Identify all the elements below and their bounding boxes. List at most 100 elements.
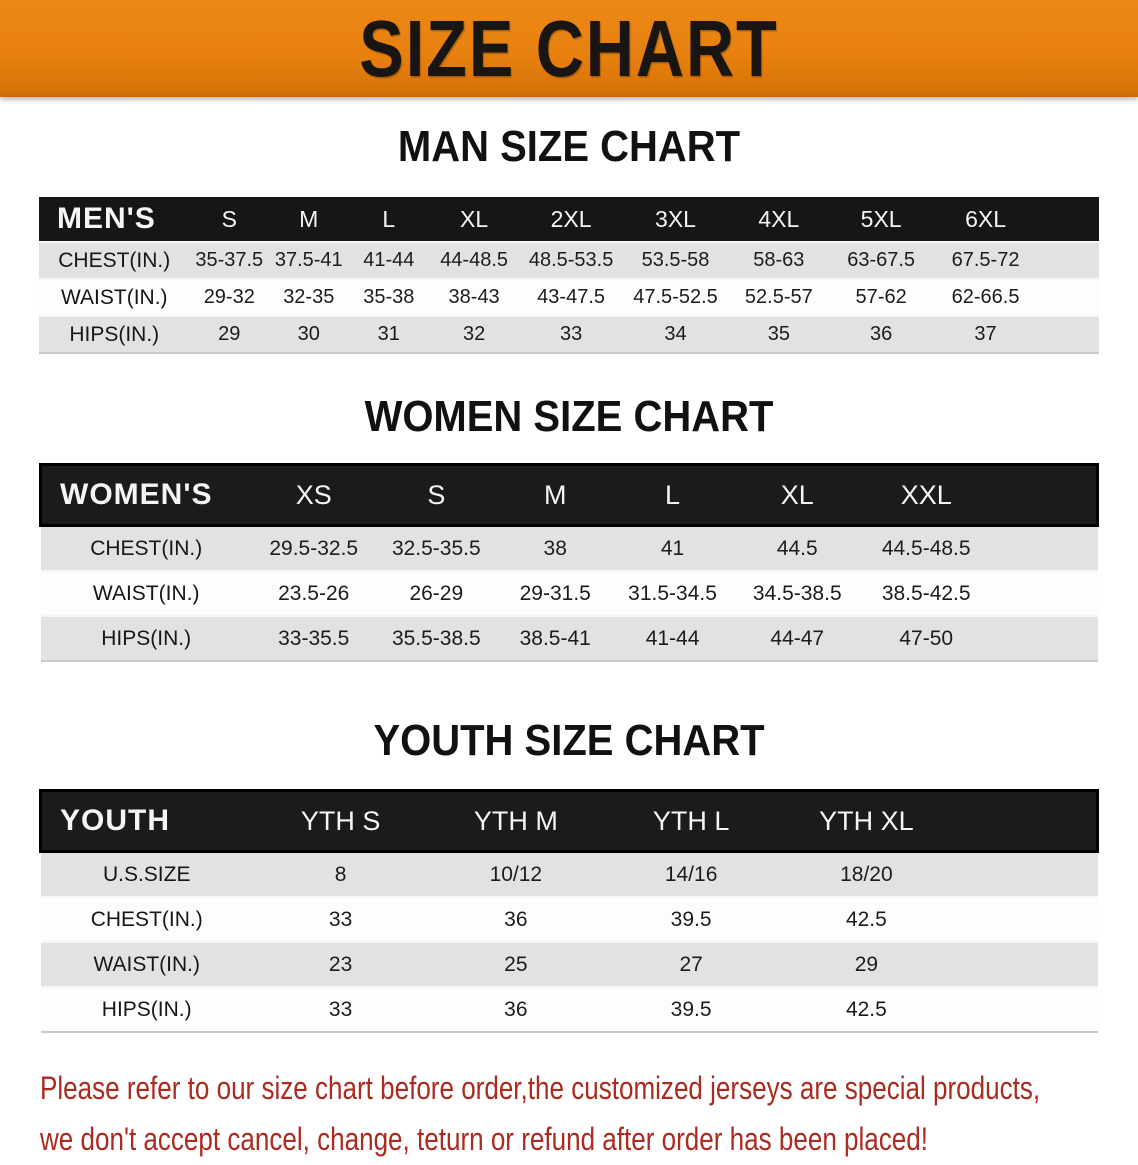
- column-header: M: [497, 463, 614, 527]
- size-value: 42.5: [778, 986, 955, 1032]
- size-value: 37.5-41: [269, 241, 349, 279]
- men-size-table: MEN'S S M L XL 2XL 3XL 4XL 5XL 6XL CHEST(IN.) 35-37…: [39, 197, 1099, 354]
- column-header: XS: [251, 463, 376, 527]
- row-spacer: [989, 570, 1098, 616]
- size-value: 14/16: [603, 850, 779, 897]
- size-value: 38.5-42.5: [862, 570, 990, 616]
- disclaimer-line-2: we don't accept cancel, change, teturn o…: [40, 1121, 929, 1157]
- size-value: 47.5-52.5: [623, 278, 728, 316]
- column-header: 5XL: [829, 197, 933, 242]
- size-value: 44-48.5: [429, 241, 520, 279]
- size-value: 29.5-32.5: [251, 524, 376, 571]
- banner-title: SIZE CHART: [359, 3, 779, 94]
- size-value: 18/20: [778, 850, 955, 897]
- size-value: 44-47: [731, 615, 863, 661]
- size-value: 35-37.5: [189, 241, 270, 279]
- size-value: 33: [519, 315, 624, 353]
- table-header-label: MEN'S: [39, 197, 190, 242]
- table-header-label: YOUTH: [38, 789, 253, 853]
- size-value: 32.5-35.5: [375, 524, 498, 571]
- women-section-heading: WOMEN SIZE CHART: [364, 393, 774, 441]
- column-header: 2XL: [519, 197, 624, 242]
- size-value: 33-35.5: [251, 615, 376, 661]
- header-spacer: [989, 463, 1099, 527]
- row-spacer: [989, 615, 1098, 661]
- size-value: 35: [727, 315, 830, 353]
- youth-section-heading: YOUTH SIZE CHART: [373, 717, 765, 765]
- size-value: 48.5-53.5: [519, 241, 624, 279]
- size-value: 43-47.5: [519, 278, 624, 316]
- size-value: 52.5-57: [727, 278, 830, 316]
- size-value: 38: [497, 524, 614, 571]
- column-header: XL: [429, 197, 520, 242]
- table-row: CHEST(IN.) 35-37.5 37.5-41 41-44 44-48.5 48.5…: [39, 241, 1099, 279]
- disclaimer-line-1: Please refer to our size chart before or…: [40, 1069, 1041, 1106]
- youth-size-section: YOUTH SIZE CHART YOUTH YTH S YTH M YTH L YTH…: [0, 717, 1138, 1033]
- table-row: WAIST(IN.) 29-32 32-35 35-38 38-43 43-47.5 47.…: [39, 278, 1099, 316]
- size-value: 38-43: [429, 278, 520, 316]
- table-row: CHEST(IN.) 33 36 39.5 42.5: [40, 896, 1098, 942]
- table-row: HIPS(IN.) 33 36 39.5 42.5: [40, 986, 1098, 1032]
- size-value: 29: [189, 315, 270, 353]
- row-spacer: [1038, 241, 1099, 279]
- row-label: CHEST(IN.): [39, 241, 190, 279]
- size-value: 31.5-34.5: [613, 570, 732, 616]
- row-spacer: [954, 850, 1098, 897]
- size-value: 30: [269, 315, 349, 353]
- table-row: U.S.SIZE 8 10/12 14/16 18/20: [40, 850, 1098, 897]
- table-row: HIPS(IN.) 33-35.5 35.5-38.5 38.5-41 41-44 44-…: [40, 615, 1098, 661]
- youth-size-table: YOUTH YTH S YTH M YTH L YTH XL U.S.SIZE 8 10/12…: [38, 789, 1100, 1033]
- column-header: XXL: [862, 463, 990, 527]
- row-spacer: [1038, 278, 1099, 316]
- size-value: 10/12: [428, 850, 604, 897]
- size-value: 34.5-38.5: [731, 570, 863, 616]
- size-value: 39.5: [603, 986, 779, 1032]
- row-label: CHEST(IN.): [40, 524, 252, 571]
- size-value: 44.5-48.5: [862, 524, 990, 571]
- size-value: 42.5: [778, 896, 955, 942]
- row-spacer: [989, 524, 1098, 571]
- size-value: 23.5-26: [251, 570, 376, 616]
- column-header: S: [375, 463, 498, 527]
- size-value: 37: [932, 315, 1039, 353]
- column-header: YTH M: [428, 789, 604, 853]
- column-header: 3XL: [623, 197, 728, 242]
- size-table: YOUTH YTH S YTH M YTH L YTH XL U.S.SIZE 8 10/12…: [38, 789, 1100, 1033]
- size-value: 63-67.5: [829, 241, 933, 279]
- row-label: HIPS(IN.): [39, 315, 190, 353]
- size-value: 36: [428, 896, 604, 942]
- size-value: 39.5: [603, 896, 779, 942]
- column-header: 6XL: [932, 197, 1039, 242]
- size-value: 27: [603, 941, 779, 987]
- size-value: 41-44: [348, 241, 430, 279]
- size-value: 38.5-41: [497, 615, 614, 661]
- disclaimer-text: Please refer to our size chart before or…: [40, 1063, 1061, 1165]
- women-size-section: WOMEN SIZE CHART WOMEN'S XS S M L XL XXL CHEST(…: [0, 393, 1138, 662]
- size-value: 26-29: [375, 570, 498, 616]
- size-value: 57-62: [829, 278, 933, 316]
- row-label: WAIST(IN.): [40, 941, 253, 987]
- size-value: 29-32: [189, 278, 270, 316]
- column-header: YTH S: [252, 789, 429, 853]
- size-value: 33: [252, 986, 429, 1032]
- size-value: 25: [428, 941, 604, 987]
- column-header: L: [613, 463, 732, 527]
- size-value: 31: [348, 315, 430, 353]
- size-value: 35-38: [348, 278, 430, 316]
- table-header-label: WOMEN'S: [38, 463, 252, 527]
- size-value: 35.5-38.5: [375, 615, 498, 661]
- women-size-table: WOMEN'S XS S M L XL XXL CHEST(IN.) 29.5-32.5 32.5…: [38, 463, 1099, 662]
- size-value: 29: [778, 941, 955, 987]
- size-value: 53.5-58: [623, 241, 728, 279]
- column-header: XL: [731, 463, 863, 527]
- row-label: U.S.SIZE: [40, 850, 253, 897]
- size-value: 32: [429, 315, 520, 353]
- size-value: 33: [252, 896, 429, 942]
- column-header: L: [348, 197, 430, 242]
- table-row: HIPS(IN.) 29 30 31 32 33 34 35 36 37: [39, 315, 1099, 353]
- row-label: CHEST(IN.): [40, 896, 253, 942]
- size-table: MEN'S S M L XL 2XL 3XL 4XL 5XL 6XL CHEST(IN.) 35-37…: [39, 197, 1099, 354]
- row-label: HIPS(IN.): [40, 615, 252, 661]
- column-header: YTH XL: [778, 789, 955, 853]
- column-header: 4XL: [727, 197, 830, 242]
